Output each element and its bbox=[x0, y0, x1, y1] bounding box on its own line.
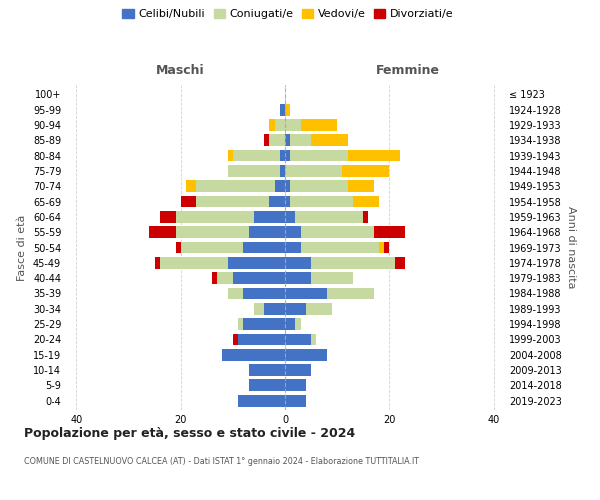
Bar bbox=[285, 211, 295, 223]
Bar bbox=[285, 150, 290, 162]
Text: Popolazione per età, sesso e stato civile - 2024: Popolazione per età, sesso e stato civil… bbox=[24, 428, 355, 440]
Bar bbox=[395, 257, 405, 269]
Bar bbox=[285, 318, 295, 330]
Bar bbox=[353, 196, 379, 207]
Bar bbox=[384, 242, 389, 254]
Bar bbox=[343, 165, 389, 177]
Bar bbox=[160, 211, 176, 223]
Bar bbox=[227, 165, 280, 177]
Bar bbox=[269, 196, 285, 207]
Bar bbox=[280, 150, 285, 162]
Y-axis label: Fasce di età: Fasce di età bbox=[17, 214, 27, 280]
Bar bbox=[295, 211, 363, 223]
Bar bbox=[301, 226, 374, 238]
Bar bbox=[306, 303, 332, 315]
Bar bbox=[311, 334, 316, 345]
Bar bbox=[285, 134, 290, 146]
Bar bbox=[301, 242, 379, 254]
Bar bbox=[176, 242, 181, 254]
Bar bbox=[285, 364, 311, 376]
Bar bbox=[243, 242, 285, 254]
Bar bbox=[290, 196, 353, 207]
Bar bbox=[238, 334, 285, 345]
Bar bbox=[248, 226, 285, 238]
Bar bbox=[290, 180, 347, 192]
Bar bbox=[254, 211, 285, 223]
Bar bbox=[269, 134, 285, 146]
Bar bbox=[275, 180, 285, 192]
Bar bbox=[264, 303, 285, 315]
Bar bbox=[186, 180, 196, 192]
Bar bbox=[160, 257, 227, 269]
Bar bbox=[176, 211, 254, 223]
Bar bbox=[217, 272, 233, 284]
Bar bbox=[295, 318, 301, 330]
Bar bbox=[181, 196, 196, 207]
Y-axis label: Anni di nascita: Anni di nascita bbox=[566, 206, 575, 288]
Bar bbox=[238, 318, 243, 330]
Bar bbox=[290, 150, 347, 162]
Bar bbox=[233, 334, 238, 345]
Bar bbox=[285, 242, 301, 254]
Bar bbox=[233, 150, 280, 162]
Bar bbox=[301, 119, 337, 131]
Bar bbox=[181, 242, 243, 254]
Bar bbox=[285, 349, 327, 361]
Bar bbox=[196, 196, 269, 207]
Bar bbox=[347, 150, 400, 162]
Bar bbox=[227, 257, 285, 269]
Bar bbox=[248, 364, 285, 376]
Bar bbox=[285, 272, 311, 284]
Text: Maschi: Maschi bbox=[155, 64, 205, 78]
Bar bbox=[285, 165, 343, 177]
Bar bbox=[176, 226, 248, 238]
Bar bbox=[327, 288, 374, 300]
Bar bbox=[363, 211, 368, 223]
Bar bbox=[311, 134, 347, 146]
Bar bbox=[238, 395, 285, 407]
Bar bbox=[233, 272, 285, 284]
Bar bbox=[254, 303, 264, 315]
Bar bbox=[379, 242, 384, 254]
Text: Femmine: Femmine bbox=[376, 64, 440, 78]
Bar bbox=[212, 272, 217, 284]
Bar bbox=[227, 288, 243, 300]
Bar bbox=[227, 150, 233, 162]
Bar bbox=[155, 257, 160, 269]
Bar bbox=[269, 119, 275, 131]
Bar bbox=[347, 180, 374, 192]
Legend: Celibi/Nubili, Coniugati/e, Vedovi/e, Divorziati/e: Celibi/Nubili, Coniugati/e, Vedovi/e, Di… bbox=[119, 6, 457, 22]
Bar bbox=[243, 288, 285, 300]
Bar bbox=[243, 318, 285, 330]
Bar bbox=[280, 165, 285, 177]
Bar bbox=[285, 196, 290, 207]
Bar bbox=[311, 272, 353, 284]
Bar bbox=[196, 180, 275, 192]
Bar bbox=[290, 134, 311, 146]
Bar bbox=[285, 226, 301, 238]
Bar bbox=[311, 257, 395, 269]
Bar bbox=[275, 119, 285, 131]
Bar bbox=[285, 288, 327, 300]
Bar bbox=[248, 380, 285, 392]
Bar bbox=[285, 303, 306, 315]
Bar bbox=[149, 226, 176, 238]
Bar bbox=[285, 257, 311, 269]
Text: COMUNE DI CASTELNUOVO CALCEA (AT) - Dati ISTAT 1° gennaio 2024 - Elaborazione TU: COMUNE DI CASTELNUOVO CALCEA (AT) - Dati… bbox=[24, 458, 419, 466]
Bar bbox=[285, 380, 306, 392]
Bar bbox=[223, 349, 285, 361]
Bar bbox=[374, 226, 405, 238]
Bar bbox=[285, 395, 306, 407]
Bar bbox=[285, 119, 301, 131]
Bar bbox=[264, 134, 269, 146]
Bar bbox=[285, 104, 290, 116]
Bar bbox=[285, 334, 311, 345]
Bar bbox=[285, 180, 290, 192]
Bar bbox=[280, 104, 285, 116]
